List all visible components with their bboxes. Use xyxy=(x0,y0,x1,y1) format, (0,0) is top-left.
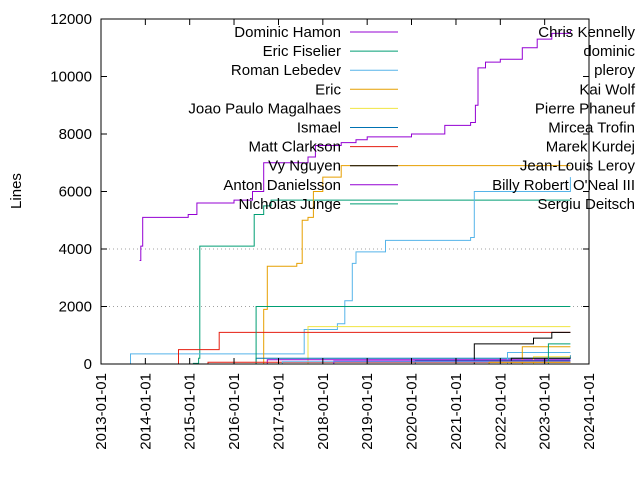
x-tick-label: 2021-01-01 xyxy=(448,373,465,450)
y-tick-label: 2000 xyxy=(59,299,92,316)
legend-label: Marek Kurdej xyxy=(546,139,635,156)
x-axis-ticks: 2013-01-01 2014-01-01 2015-01-01 2016-01-01… xyxy=(93,19,598,450)
x-tick-label: 2020-01-01 xyxy=(404,373,421,450)
y-tick-label: 6000 xyxy=(59,184,92,201)
y-axis-ticks: 0 2000 4000 6000 8000 10000 12000 xyxy=(50,11,589,373)
legend-label: Mircea Trofin xyxy=(548,120,635,137)
legend-label: Jean-Louis Leroy xyxy=(520,158,636,175)
legend-label: Eric Fiselier xyxy=(263,43,341,60)
y-tick-label: 4000 xyxy=(59,241,92,258)
legend-label: Anton Danielsson xyxy=(223,177,341,194)
series-line-2 xyxy=(126,177,571,365)
y-axis-label: Lines xyxy=(8,173,25,209)
y-tick-label: 10000 xyxy=(50,69,92,86)
legend-label: Billy Robert O'Neal III xyxy=(492,177,635,194)
legend-label: Vy Nguyen xyxy=(268,158,341,175)
legend-label: Ismael xyxy=(297,120,341,137)
legend-label: Roman Lebedev xyxy=(231,62,342,79)
y-tick-label: 8000 xyxy=(59,126,92,143)
legend-label: Pierre Phaneuf xyxy=(535,100,636,117)
legend-label: dominic xyxy=(583,43,635,60)
x-tick-label: 2024-01-01 xyxy=(581,373,598,450)
grid-lines xyxy=(101,248,589,307)
series-lines xyxy=(126,30,571,365)
legend-label: Kai Wolf xyxy=(579,81,635,98)
series-line-1 xyxy=(182,199,571,365)
legend-label: Nicholas Junge xyxy=(238,196,341,213)
legend-label: Chris Kennelly xyxy=(538,24,635,41)
y-tick-label: 12000 xyxy=(50,11,92,28)
legend-label: Matt Clarkson xyxy=(248,139,341,156)
x-tick-label: 2016-01-01 xyxy=(226,373,243,450)
legend-label: Sergiu Deitsch xyxy=(537,196,635,213)
x-tick-label: 2022-01-01 xyxy=(492,373,509,450)
x-tick-label: 2013-01-01 xyxy=(93,373,110,450)
legend: Dominic Hamon Eric Fiselier Roman Lebedev E… xyxy=(188,24,635,213)
legend-label: pleroy xyxy=(594,62,635,79)
x-tick-label: 2019-01-01 xyxy=(359,373,376,450)
x-tick-label: 2014-01-01 xyxy=(137,373,154,450)
legend-label: Eric xyxy=(315,81,341,98)
series-line-0 xyxy=(139,30,571,261)
x-tick-label: 2015-01-01 xyxy=(182,373,199,450)
series-line-3 xyxy=(252,165,571,365)
y-tick-label: 0 xyxy=(84,356,92,373)
x-tick-label: 2023-01-01 xyxy=(537,373,554,450)
x-tick-label: 2017-01-01 xyxy=(270,373,287,450)
legend-label: Dominic Hamon xyxy=(234,24,341,41)
x-tick-label: 2018-01-01 xyxy=(315,373,332,450)
legend-label: Joao Paulo Magalhaes xyxy=(188,100,341,117)
